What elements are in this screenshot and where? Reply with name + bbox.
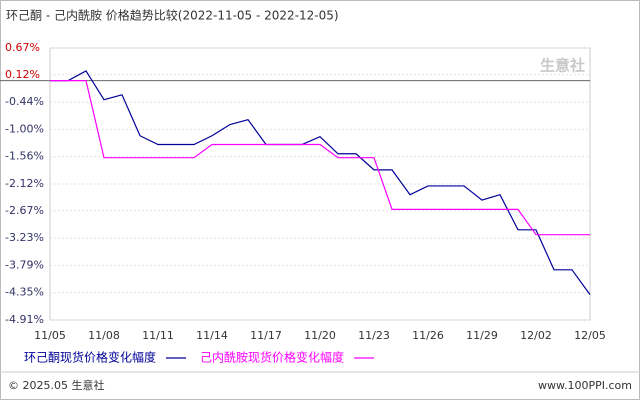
x-tick-label: 11/05 [34, 329, 66, 342]
x-tick-label: 12/02 [520, 329, 552, 342]
y-tick-label: -0.44% [5, 95, 44, 108]
x-tick-label: 11/14 [196, 329, 228, 342]
x-tick-label: 11/23 [358, 329, 390, 342]
y-tick-label: 0.12% [5, 68, 40, 81]
legend-label: 己内酰胺现货价格变化幅度 [200, 350, 344, 365]
y-tick-label: -4.35% [5, 286, 44, 299]
y-tick-label: -4.91% [5, 313, 44, 326]
y-tick-label: 0.67% [5, 41, 40, 54]
y-tick-label: -2.67% [5, 204, 44, 217]
footer-right: www.100PPI.com [538, 379, 632, 392]
y-tick-label: -1.00% [5, 122, 44, 135]
x-tick-label: 12/05 [574, 329, 606, 342]
watermark: 生意社 [540, 57, 585, 75]
x-tick-label: 11/17 [250, 329, 282, 342]
series-line [50, 80, 590, 236]
x-tick-label: 11/11 [142, 329, 174, 342]
y-tick-label: -3.23% [5, 231, 44, 244]
chart-title: 环己酮 - 己内酰胺 价格趋势比较(2022-11-05 - 2022-12-0… [6, 8, 339, 23]
y-tick-label: -1.56% [5, 150, 44, 163]
x-tick-label: 11/20 [304, 329, 336, 342]
y-tick-label: -3.79% [5, 258, 44, 271]
y-tick-label: -2.12% [5, 177, 44, 190]
x-tick-label: 11/08 [88, 329, 120, 342]
x-tick-label: 11/29 [466, 329, 498, 342]
x-tick-label: 11/26 [412, 329, 444, 342]
series-line [50, 70, 591, 296]
footer-left: © 2025.05 生意社 [8, 378, 104, 392]
legend-label: 环己酮现货价格变化幅度 [24, 350, 156, 365]
